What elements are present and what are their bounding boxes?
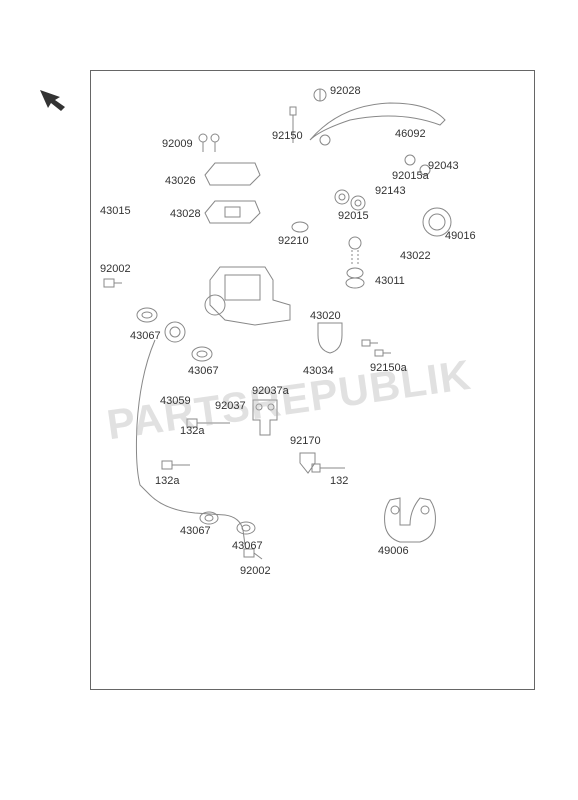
bolt-long2-icon <box>310 460 350 475</box>
cap-part-icon <box>200 155 265 190</box>
diaphragm-part-icon <box>200 195 265 230</box>
screw-icon <box>310 85 330 105</box>
direction-arrow-icon <box>35 85 75 115</box>
bolt2-icon <box>100 275 125 300</box>
caliper-icon <box>375 490 445 550</box>
part-label-92028: 92028 <box>330 85 361 97</box>
part-label-46092: 46092 <box>395 128 426 140</box>
part-label-43015: 43015 <box>100 205 131 217</box>
part-label-92002: 92002 <box>100 263 131 275</box>
screws-icon <box>195 130 225 155</box>
bolt3-icon <box>160 455 195 475</box>
part-label-43059: 43059 <box>160 395 191 407</box>
part-label-92002: 92002 <box>240 565 271 577</box>
part-label-92210: 92210 <box>278 235 309 247</box>
part-label-43020: 43020 <box>310 310 341 322</box>
washer-small-icon <box>290 220 310 235</box>
part-label-43028: 43028 <box>170 208 201 220</box>
part-label-43011: 43011 <box>375 275 405 287</box>
part-label-49016: 49016 <box>445 230 476 242</box>
part-label-132: 132 <box>330 475 348 487</box>
part-label-92009: 92009 <box>162 138 193 150</box>
part-label-92043: 92043 <box>428 160 459 172</box>
part-label-43026: 43026 <box>165 175 196 187</box>
part-label-43067: 43067 <box>180 525 211 537</box>
bolts-icon <box>360 335 395 360</box>
washer-ring-icon <box>135 305 160 325</box>
part-label-43067: 43067 <box>130 330 161 342</box>
part-label-92150: 92150 <box>272 130 303 142</box>
part-label-92037a: 92037a <box>252 385 289 397</box>
master-cylinder-icon <box>195 255 305 340</box>
part-label-132a: 132a <box>155 475 179 487</box>
part-label-92170: 92170 <box>290 435 321 447</box>
part-label-132a: 132a <box>180 425 204 437</box>
piston-assy-icon <box>340 235 370 290</box>
part-label-92150a: 92150a <box>370 362 407 374</box>
part-label-43067: 43067 <box>232 540 263 552</box>
part-label-43067: 43067 <box>188 365 219 377</box>
part-label-92037: 92037 <box>215 400 246 412</box>
part-label-43034: 43034 <box>303 365 334 377</box>
part-label-43022: 43022 <box>400 250 431 262</box>
part-label-92143: 92143 <box>375 185 406 197</box>
part-label-92015a: 92015a <box>392 170 429 182</box>
washer4-icon <box>235 520 257 536</box>
washer3-icon <box>198 510 220 526</box>
part-label-92015: 92015 <box>338 210 369 222</box>
part-label-49006: 49006 <box>378 545 409 557</box>
